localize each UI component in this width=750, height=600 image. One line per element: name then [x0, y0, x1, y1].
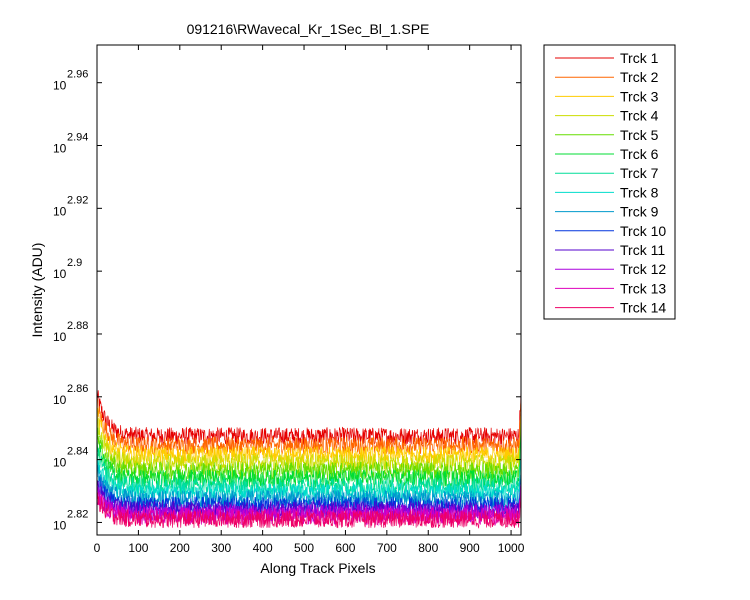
- y-axis-label: Intensity (ADU): [29, 243, 45, 338]
- y-tick-label-exponent: 2.82: [67, 508, 88, 520]
- axis-layer: 0 100 200 300 400 500 600 700 800 900 1000102.8210…: [53, 45, 525, 555]
- y-tick-label-base: 10: [53, 456, 67, 470]
- legend-label-trck-13: Trck 13: [620, 280, 666, 296]
- series-line-trck-5: [96, 420, 522, 481]
- x-tick-label: 900: [460, 541, 480, 555]
- series-line-trck-1: [96, 384, 522, 446]
- x-tick-label: 300: [211, 541, 231, 555]
- legend-label-trck-3: Trck 3: [620, 88, 659, 104]
- y-tick-label-base: 10: [53, 267, 67, 281]
- y-tick-label-exponent: 2.9: [67, 257, 82, 269]
- y-tick-label-base: 10: [53, 142, 67, 156]
- x-tick-label: 200: [170, 541, 190, 555]
- legend-label-trck-11: Trck 11: [620, 242, 665, 258]
- x-tick-label: 500: [294, 541, 314, 555]
- series-layer: [96, 384, 522, 529]
- x-tick-label: 0: [94, 541, 101, 555]
- y-tick-label-base: 10: [53, 79, 67, 93]
- chart-title: 091216\RWavecal_Kr_1Sec_Bl_1.SPE: [187, 21, 430, 37]
- legend-label-trck-2: Trck 2: [620, 69, 659, 85]
- y-tick-label-exponent: 2.92: [67, 194, 88, 206]
- y-tick-label-exponent: 2.88: [67, 320, 88, 332]
- y-tick-label-exponent: 2.94: [67, 132, 88, 144]
- x-tick-label: 1000: [498, 541, 525, 555]
- x-tick-label: 600: [335, 541, 355, 555]
- series-line-trck-2: [96, 398, 522, 455]
- legend-label-trck-7: Trck 7: [620, 165, 659, 181]
- legend-label-trck-5: Trck 5: [620, 127, 659, 143]
- y-tick-label-base: 10: [53, 204, 67, 218]
- plot-frame: [96, 44, 522, 536]
- legend-label-trck-14: Trck 14: [620, 300, 666, 316]
- y-tick-label-exponent: 2.84: [67, 446, 88, 458]
- y-tick-label-base: 10: [53, 393, 67, 407]
- series-line-trck-3: [96, 407, 522, 465]
- legend-label-trck-8: Trck 8: [620, 184, 659, 200]
- x-axis-label: Along Track Pixels: [260, 560, 375, 576]
- series-line-trck-14: [96, 492, 522, 529]
- legend-label-trck-6: Trck 6: [620, 146, 659, 162]
- legend-label-trck-9: Trck 9: [620, 204, 659, 220]
- legend-label-trck-12: Trck 12: [620, 261, 666, 277]
- legend-label-trck-4: Trck 4: [620, 108, 659, 124]
- x-tick-label: 800: [418, 541, 438, 555]
- y-tick-label-exponent: 2.96: [67, 69, 88, 81]
- x-tick-label: 400: [253, 541, 273, 555]
- legend-box: [543, 44, 676, 320]
- x-tick-label: 700: [377, 541, 397, 555]
- y-tick-label-base: 10: [53, 518, 67, 532]
- y-tick-label-base: 10: [53, 330, 67, 344]
- y-tick-label-exponent: 2.86: [67, 383, 88, 395]
- x-tick-label: 100: [128, 541, 148, 555]
- legend-label-trck-1: Trck 1: [620, 50, 659, 66]
- legend-label-trck-10: Trck 10: [620, 223, 666, 239]
- legend: Trck 1 Trck 2 Trck 3 Trck 4 Trck 5 Trck 6 Trck…: [555, 50, 666, 316]
